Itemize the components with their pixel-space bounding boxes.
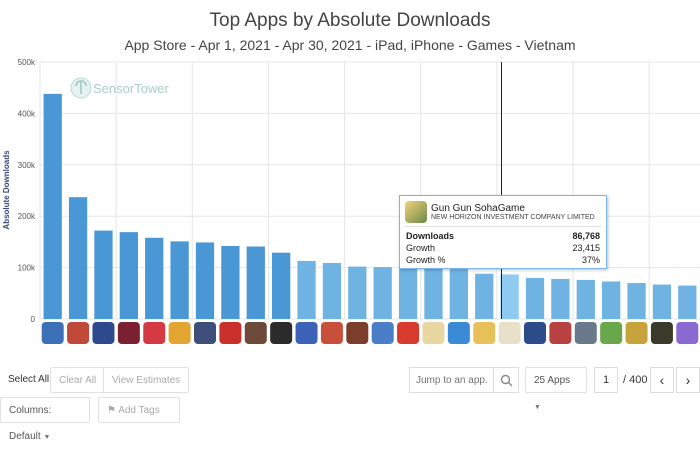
tooltip-value: 37% bbox=[581, 255, 600, 265]
app-icon[interactable] bbox=[194, 322, 216, 344]
y-tick-label: 400k bbox=[18, 109, 36, 118]
bar[interactable] bbox=[119, 232, 138, 319]
tooltip-app-name: Gun Gun SohaGame bbox=[431, 203, 525, 214]
app-icon[interactable] bbox=[447, 322, 470, 344]
search-button[interactable] bbox=[493, 367, 519, 393]
bar[interactable] bbox=[272, 252, 291, 319]
app-icon[interactable] bbox=[219, 322, 242, 344]
prev-page-button[interactable]: ‹ bbox=[650, 367, 674, 393]
chart-subtitle: App Store - Apr 1, 2021 - Apr 30, 2021 -… bbox=[124, 37, 576, 53]
tooltip-value: 86,768 bbox=[572, 231, 600, 241]
bar[interactable] bbox=[551, 278, 570, 319]
bar[interactable] bbox=[221, 246, 240, 319]
bar[interactable] bbox=[43, 93, 62, 319]
jump-to-app-input[interactable] bbox=[409, 367, 493, 393]
bar[interactable] bbox=[297, 260, 316, 319]
app-icon[interactable] bbox=[244, 322, 267, 344]
app-icon[interactable] bbox=[320, 322, 343, 344]
y-tick-label: 500k bbox=[18, 58, 36, 67]
view-estimates-button[interactable]: View Estimates bbox=[103, 367, 190, 393]
hover-crosshair bbox=[501, 62, 502, 319]
page-number-input[interactable] bbox=[594, 367, 618, 393]
bar[interactable] bbox=[145, 237, 164, 319]
app-icon[interactable] bbox=[117, 322, 140, 344]
app-icon[interactable] bbox=[92, 322, 115, 344]
app-icon[interactable] bbox=[346, 322, 369, 344]
hover-tooltip: Gun Gun SohaGame NEW HORIZON INVESTMENT … bbox=[399, 195, 607, 269]
chevron-right-icon: › bbox=[685, 372, 691, 388]
app-icon[interactable] bbox=[650, 322, 673, 344]
app-icon[interactable] bbox=[524, 322, 546, 344]
tooltip-label: Growth % bbox=[406, 255, 446, 265]
tooltip-row-downloads: Downloads 86,768 bbox=[406, 231, 600, 242]
app-icon[interactable] bbox=[473, 322, 496, 344]
app-icon[interactable] bbox=[270, 322, 293, 344]
app-icon[interactable] bbox=[549, 322, 572, 344]
tooltip-divider bbox=[405, 226, 601, 227]
apps-per-page-label: 25 Apps bbox=[534, 375, 571, 386]
app-icon[interactable] bbox=[143, 322, 166, 344]
bar[interactable] bbox=[348, 266, 367, 319]
bar[interactable] bbox=[525, 277, 545, 319]
columns-select[interactable]: Columns: Default ▼ bbox=[0, 397, 90, 442]
add-tags-button[interactable]: ⚑ Add Tags bbox=[98, 397, 180, 423]
bar[interactable] bbox=[68, 197, 88, 319]
bar[interactable] bbox=[373, 267, 392, 319]
app-icon[interactable] bbox=[67, 322, 90, 344]
apps-per-page-select[interactable]: 25 Apps ▼ bbox=[525, 367, 587, 411]
app-icon[interactable] bbox=[422, 322, 445, 344]
y-tick-label: 200k bbox=[18, 212, 36, 221]
tooltip-row-growth: Growth 23,415 bbox=[406, 243, 600, 254]
bar[interactable] bbox=[652, 284, 672, 319]
app-icon[interactable] bbox=[676, 322, 699, 344]
bar[interactable] bbox=[678, 285, 697, 319]
bar[interactable] bbox=[602, 281, 621, 319]
chevron-left-icon: ‹ bbox=[659, 372, 665, 388]
select-all-button[interactable]: Select All bbox=[0, 367, 58, 393]
tooltip-label: Growth bbox=[406, 243, 436, 253]
app-icon[interactable] bbox=[295, 322, 318, 344]
chevron-down-icon: ▼ bbox=[43, 434, 51, 441]
bar[interactable] bbox=[627, 283, 646, 319]
bar[interactable] bbox=[475, 273, 494, 319]
app-icon[interactable] bbox=[600, 322, 623, 344]
svg-text:SensorTower: SensorTower bbox=[93, 81, 170, 96]
page-total: / 400 bbox=[623, 374, 648, 386]
y-tick-label: 100k bbox=[18, 264, 36, 273]
app-icon[interactable] bbox=[498, 322, 521, 344]
app-icon[interactable] bbox=[625, 322, 648, 344]
bar[interactable] bbox=[576, 279, 595, 319]
app-icon[interactable] bbox=[574, 322, 597, 344]
next-page-button[interactable]: › bbox=[676, 367, 700, 393]
tooltip-value: 23,415 bbox=[572, 243, 600, 253]
tooltip-publisher: NEW HORIZON INVESTMENT COMPANY LIMITED bbox=[431, 214, 595, 221]
y-axis-label: Absolute Downloads bbox=[2, 150, 11, 230]
app-icon[interactable] bbox=[397, 322, 420, 344]
app-icon[interactable] bbox=[41, 322, 64, 344]
sensortower-watermark: SensorTower bbox=[70, 77, 170, 99]
tooltip-row-growth-pct: Growth % 37% bbox=[406, 255, 600, 266]
chart-area: SensorTower 0 100k 200k 300k 400k 500k Absolu… bbox=[2, 58, 700, 344]
table-toolbar: Select All Clear All View Estimates 25 A… bbox=[0, 363, 700, 442]
bar[interactable] bbox=[195, 242, 215, 319]
search-icon bbox=[500, 374, 513, 387]
bar[interactable] bbox=[246, 246, 265, 319]
app-icon bbox=[405, 201, 427, 223]
bar[interactable] bbox=[322, 262, 342, 319]
app-icon[interactable] bbox=[371, 322, 394, 344]
bar[interactable] bbox=[449, 269, 468, 319]
y-tick-label: 0 bbox=[31, 315, 36, 324]
bar[interactable] bbox=[170, 241, 189, 319]
chart-title: Top Apps by Absolute Downloads bbox=[209, 10, 491, 31]
app-icon[interactable] bbox=[168, 322, 191, 344]
clear-all-button[interactable]: Clear All bbox=[50, 367, 106, 393]
tooltip-label: Downloads bbox=[406, 231, 455, 241]
bar[interactable] bbox=[424, 268, 443, 319]
y-tick-label: 300k bbox=[18, 161, 36, 170]
bar[interactable] bbox=[398, 267, 418, 319]
bar[interactable] bbox=[94, 230, 113, 319]
chevron-down-icon: ▼ bbox=[534, 404, 541, 411]
bar[interactable] bbox=[500, 274, 519, 319]
